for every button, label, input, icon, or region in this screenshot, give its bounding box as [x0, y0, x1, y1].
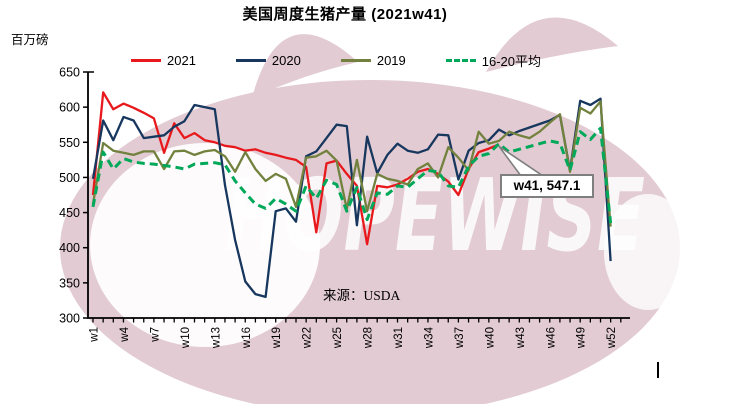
data-label-callout: w41, 547.1 — [500, 174, 594, 198]
x-tick-label: w46 — [545, 327, 557, 349]
series-line-16-20平均 — [91, 126, 613, 224]
series-line-2019 — [91, 100, 612, 227]
legend-label-2021: 2021 — [167, 53, 196, 68]
x-tick-label: w16 — [241, 327, 253, 349]
cursor-artifact — [657, 362, 659, 378]
pig-cheek-highlight — [604, 194, 692, 310]
y-axis-unit-label: 百万磅 — [11, 33, 49, 47]
y-tick-label: 450 — [59, 206, 80, 220]
x-tick-label: w40 — [484, 327, 496, 349]
legend-label-2019: 2019 — [376, 53, 406, 68]
x-tick-label: w49 — [576, 327, 588, 349]
y-tick-label: 550 — [59, 136, 80, 150]
x-tick-label: w28 — [363, 327, 375, 349]
y-tick-label: 300 — [59, 312, 80, 326]
y-tick-label: 400 — [59, 241, 80, 255]
y-tick-label: 600 — [59, 101, 80, 115]
x-tick-label: w31 — [393, 327, 405, 349]
legend-item-average: 16-20平均 — [445, 51, 542, 70]
legend-item-2019: 2019 — [340, 53, 406, 68]
x-tick-label: w37 — [454, 327, 466, 349]
legend-swatch-2021 — [131, 59, 161, 62]
legend-item-2020: 2020 — [235, 53, 301, 68]
legend-swatch-2020 — [235, 59, 266, 62]
x-tick-label: w25 — [332, 327, 344, 349]
x-axis-ticks: w1 w4 w7 w10 w13 w16 w19 w22 w25 w28 w31 w34 w37 w40 w… — [89, 318, 622, 349]
x-tick-label: w52 — [606, 327, 618, 349]
x-tick-label: w19 — [271, 327, 283, 349]
legend-item-2021: 2021 — [131, 53, 196, 68]
x-tick-label: w1 — [89, 327, 101, 343]
source-label: 来源：USDA — [323, 288, 401, 303]
x-tick-label: w22 — [302, 327, 314, 349]
y-axis-ticks: 300 350 400 450 500 550 600 650 — [59, 66, 88, 326]
pig-ear-right — [486, 17, 618, 72]
legend-label-average: 16-20平均 — [481, 54, 542, 69]
x-tick-label: w10 — [180, 327, 192, 349]
x-tick-label: w43 — [515, 327, 527, 349]
x-tick-label: w4 — [119, 326, 131, 342]
series-line-2020 — [91, 97, 612, 299]
x-tick-label: w7 — [149, 327, 161, 343]
pig-ear-left — [252, 34, 358, 98]
y-tick-label: 500 — [59, 171, 80, 185]
y-tick-label: 650 — [59, 66, 80, 80]
legend: 2021 2020 2019 16-20平均 — [131, 51, 541, 70]
legend-label-2020: 2020 — [271, 53, 301, 68]
legend-swatch-average — [445, 59, 476, 62]
legend-swatch-2019 — [340, 59, 371, 62]
callout-leader — [498, 145, 546, 177]
x-tick-label: w13 — [210, 327, 222, 349]
series-lines — [91, 91, 613, 299]
y-tick-label: 350 — [59, 276, 80, 290]
chart-title: 美国周度生猪产量 (2021w41) — [242, 6, 448, 23]
x-tick-label: w34 — [423, 326, 435, 349]
